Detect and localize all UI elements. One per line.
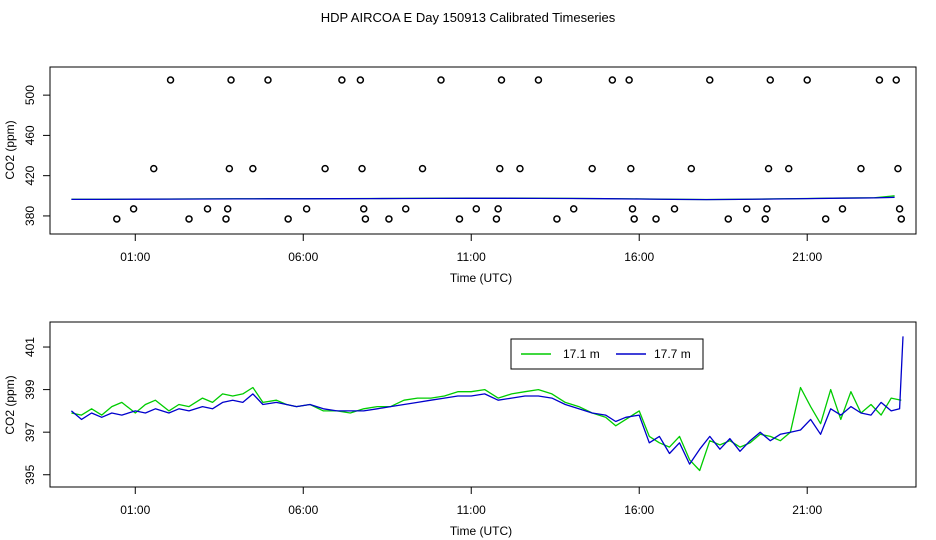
data-point <box>516 164 524 173</box>
x-axis-label: Time (UTC) <box>450 271 512 285</box>
data-point <box>821 215 830 223</box>
x-tick-label: 16:00 <box>624 503 654 517</box>
data-point <box>569 205 578 213</box>
data-point <box>223 205 232 213</box>
data-point <box>763 205 771 213</box>
series-line-17-1m <box>71 386 902 472</box>
x-tick-label: 11:00 <box>457 503 486 517</box>
data-point <box>766 76 775 84</box>
x-tick-label: 21:00 <box>792 250 822 264</box>
data-point <box>894 164 902 173</box>
y-tick-label: 401 <box>23 337 37 357</box>
data-point <box>875 76 884 84</box>
data-point <box>492 215 501 223</box>
top-panel: 01:00 06:00 11:00 16:00 21:00 380 420 460 500 Tim… <box>3 66 917 285</box>
data-point <box>724 215 733 223</box>
data-point <box>222 215 230 223</box>
data-point <box>356 76 365 84</box>
data-point <box>895 205 904 213</box>
data-point <box>838 205 847 213</box>
data-point <box>625 76 633 84</box>
data-point <box>455 215 464 223</box>
data-point <box>803 76 811 84</box>
y-axis-label: CO2 (ppm) <box>3 120 17 179</box>
y-axis-label: CO2 (ppm) <box>3 375 17 434</box>
data-point <box>761 215 769 223</box>
data-point <box>113 215 121 223</box>
x-tick-label: 21:00 <box>792 503 822 517</box>
data-point <box>203 205 212 213</box>
data-point <box>706 76 714 84</box>
data-point <box>150 164 158 173</box>
data-point <box>437 76 445 84</box>
data-point <box>687 164 696 173</box>
x-tick-label: 01:00 <box>120 250 150 264</box>
data-point <box>129 205 138 213</box>
data-point <box>185 215 193 223</box>
data-point <box>627 164 635 173</box>
x-tick-label: 06:00 <box>288 503 318 517</box>
y-tick-label: 399 <box>23 379 37 399</box>
data-point <box>361 215 370 223</box>
data-point <box>227 76 235 84</box>
data-point <box>166 76 175 84</box>
bottom-panel: 01:00 06:00 11:00 16:00 21:00 395 397 399 401 Tim… <box>3 321 917 538</box>
legend-label: 17.7 m <box>654 347 691 361</box>
data-point <box>534 76 543 84</box>
x-axis-label: Time (UTC) <box>450 524 512 538</box>
y-tick-label: 380 <box>23 206 37 226</box>
data-point <box>628 205 637 213</box>
data-point <box>897 215 906 223</box>
data-point <box>496 164 504 173</box>
x-tick-label: 11:00 <box>457 250 486 264</box>
data-point <box>418 164 427 173</box>
legend: 17.1 m 17.7 m <box>510 338 704 370</box>
chart-title: HDP AIRCOA E Day 150913 Calibrated Times… <box>321 10 616 25</box>
data-point <box>264 76 272 84</box>
data-point <box>497 76 506 84</box>
data-point <box>608 76 617 84</box>
data-point <box>358 164 366 173</box>
series-line-17-7m <box>71 196 895 201</box>
data-point <box>249 164 257 173</box>
data-point <box>359 205 368 213</box>
data-point <box>652 215 660 223</box>
data-point <box>764 164 773 173</box>
plot-frame <box>49 321 917 488</box>
legend-label: 17.1 m <box>563 347 600 361</box>
data-point <box>284 215 292 223</box>
data-point <box>630 215 638 223</box>
y-tick-label: 420 <box>23 165 37 185</box>
x-tick-label: 01:00 <box>120 503 150 517</box>
data-point <box>338 76 346 84</box>
series-line-17-7m <box>70 336 904 465</box>
data-point <box>670 205 679 213</box>
data-point <box>472 205 481 213</box>
data-point <box>321 164 329 173</box>
data-point <box>553 215 561 223</box>
x-tick-label: 06:00 <box>288 250 318 264</box>
y-tick-label: 460 <box>23 125 37 145</box>
y-tick-label: 397 <box>23 422 37 442</box>
data-point <box>401 205 410 213</box>
data-point <box>784 164 793 173</box>
data-point <box>857 164 865 173</box>
data-point <box>494 205 502 213</box>
data-point <box>588 164 596 173</box>
data-point <box>742 205 751 213</box>
data-point <box>385 215 393 223</box>
data-point <box>225 164 234 173</box>
y-tick-label: 500 <box>23 85 37 105</box>
plot-frame <box>49 66 917 235</box>
x-tick-label: 16:00 <box>624 250 654 264</box>
data-point <box>892 76 900 84</box>
data-point <box>302 205 311 213</box>
y-tick-label: 395 <box>23 464 37 484</box>
